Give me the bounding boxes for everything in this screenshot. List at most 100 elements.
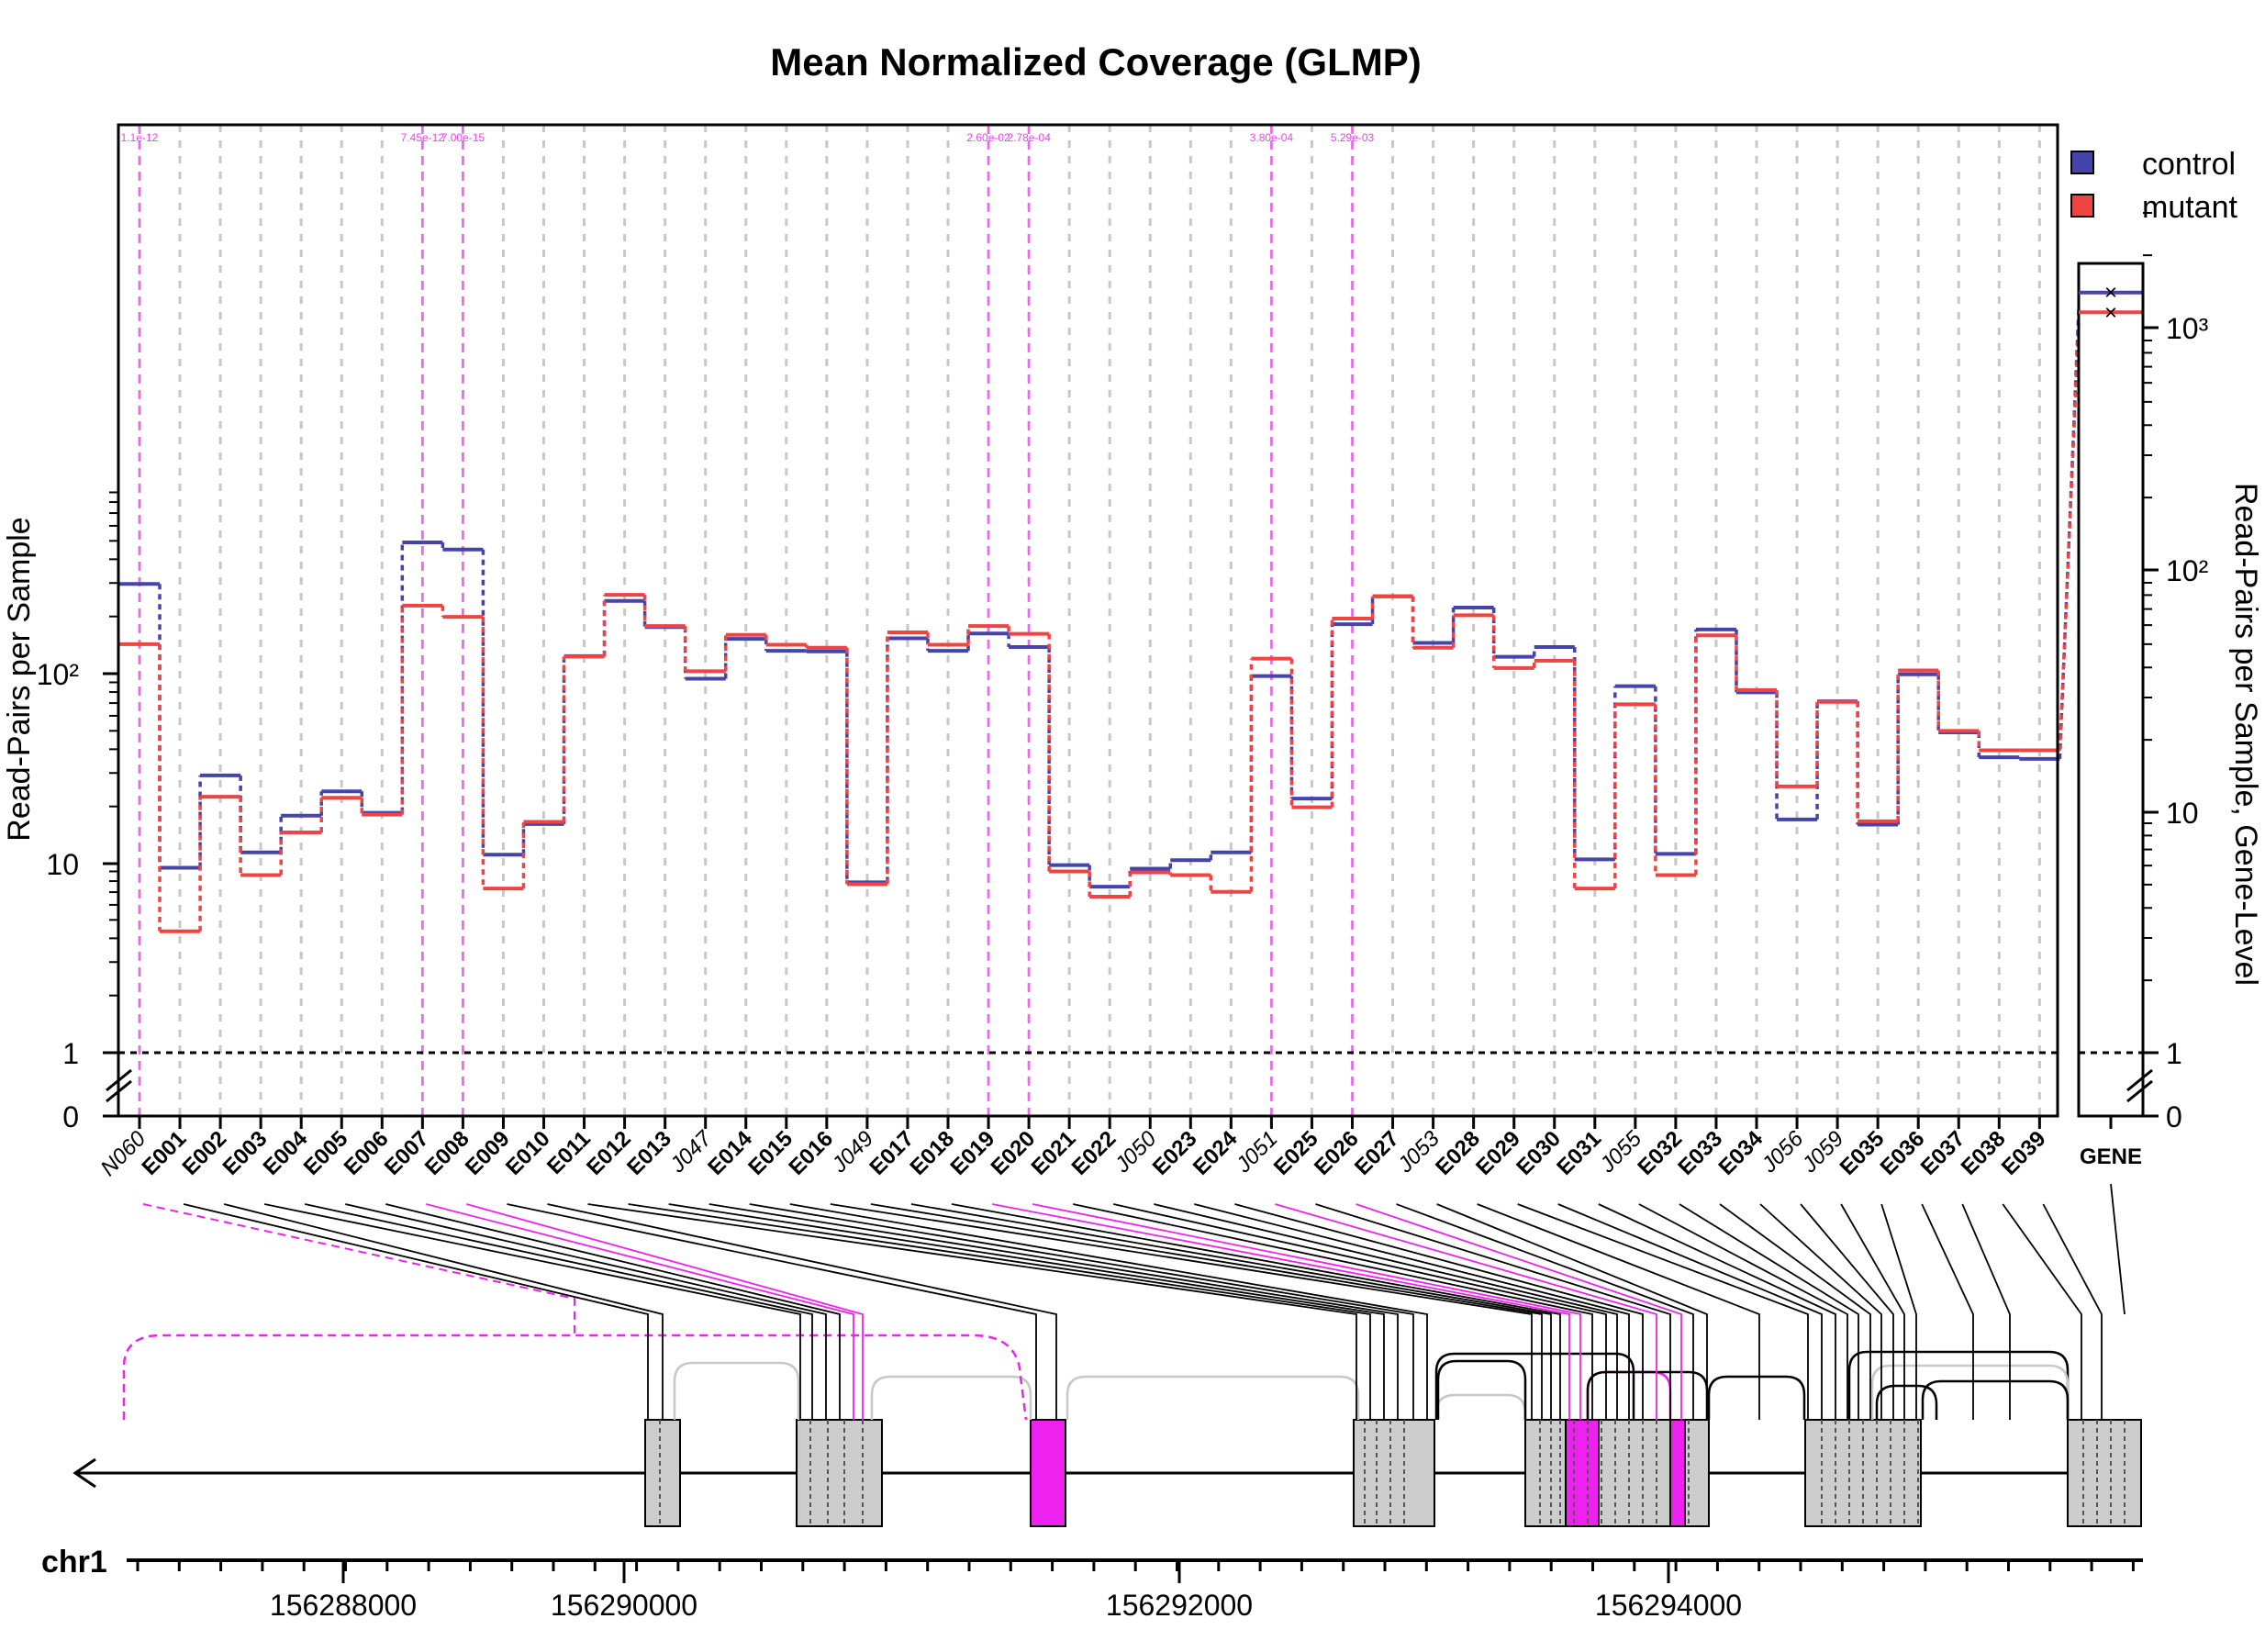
feature-label-e023: E023 (1148, 1126, 1202, 1180)
feature-label-e025: E025 (1269, 1126, 1323, 1180)
feature-label-j053: J053 (1392, 1126, 1445, 1178)
exon-block (1353, 1419, 1435, 1527)
significant-exon-block (1565, 1419, 1600, 1527)
feature-connector (587, 1203, 1357, 1420)
feature-connector (668, 1203, 1385, 1420)
gene-panel-frame (2077, 262, 2145, 1118)
gene-level-marker: × (2104, 281, 2117, 306)
feature-label-e028: E028 (1431, 1126, 1485, 1180)
right-tick-label: 10 (2166, 797, 2199, 830)
feature-connector (466, 1203, 864, 1420)
feature-label-e027: E027 (1350, 1126, 1404, 1180)
feature-label-e010: E010 (501, 1126, 555, 1180)
feature-connector (951, 1203, 1561, 1420)
feature-label-e018: E018 (906, 1126, 960, 1180)
feature-connector (1679, 1203, 1859, 1420)
feature-connector (507, 1203, 1037, 1420)
right-tick-label: 1 (2166, 1037, 2182, 1070)
junction-arc (1847, 1350, 2070, 1420)
y-axis-title-right: Read-Pairs per Sample, Gene-Level (2228, 483, 2263, 986)
junction-arc (1921, 1379, 2070, 1420)
feature-label-e037: E037 (1916, 1126, 1970, 1180)
feature-label-e017: E017 (865, 1126, 919, 1180)
feature-label-e019: E019 (946, 1126, 1000, 1180)
feature-connector (1436, 1203, 1708, 1420)
feature-label-e013: E013 (622, 1126, 676, 1180)
feature-label-j051: J051 (1231, 1126, 1283, 1178)
feature-connector (1880, 1203, 1917, 1420)
junction-arc (1434, 1352, 1635, 1420)
feature-connector (1921, 1203, 1974, 1420)
feature-connector (345, 1203, 827, 1420)
feature-connector (1598, 1203, 1836, 1420)
junction-arc (1707, 1375, 1806, 1420)
feature-connector (1113, 1203, 1607, 1420)
exon-block (644, 1419, 681, 1527)
right-tick-label: 10² (2166, 554, 2209, 587)
y-tick-label: 10 (46, 848, 79, 881)
feature-connector (1194, 1203, 1630, 1420)
feature-label-e034: E034 (1714, 1126, 1768, 1180)
significant-exon-block (1030, 1419, 1066, 1527)
legend-label-control: control (2142, 147, 2236, 182)
feature-connector (749, 1203, 1414, 1420)
feature-label-e033: E033 (1673, 1126, 1727, 1180)
feature-connector (1356, 1203, 1682, 1420)
p-value-label: 1.1e-12 (121, 131, 159, 144)
feature-label-e003: E003 (218, 1126, 273, 1180)
feature-connector (1072, 1203, 1593, 1420)
gene-level-panel: GENE ×× 0 1 10 10² 10³ (2077, 211, 2209, 1169)
p-value-label: 7.00e-15 (441, 131, 485, 144)
significance-markers: 1.1e-12 7.45e-127.00e-15 2.60e-022.78e-04 3… (121, 125, 1375, 1116)
feature-connector (547, 1203, 1057, 1420)
feature-connector (1719, 1203, 1871, 1420)
legend-swatch-control (2070, 151, 2094, 174)
feature-connector (1275, 1203, 1657, 1420)
feature-label-e006: E006 (340, 1126, 394, 1180)
feature-connector (142, 1203, 575, 1335)
junction-arc (1870, 1364, 2070, 1420)
feature-connector (1396, 1203, 1694, 1420)
gene-level-marker: × (2104, 300, 2117, 325)
feature-connector (1638, 1203, 1848, 1420)
junction-arc (1434, 1393, 1527, 1420)
feature-label-j050: J050 (1110, 1126, 1162, 1178)
feature-label-e039: E039 (1997, 1126, 2051, 1180)
feature-connector (1800, 1203, 1894, 1420)
junction-arc (1066, 1375, 1360, 1420)
p-value-label: 2.60e-02 (966, 131, 1010, 144)
feature-label-e007: E007 (380, 1126, 434, 1180)
feature-label-e011: E011 (542, 1126, 596, 1179)
y-tick-label: 0 (62, 1100, 79, 1133)
feature-label-e035: E035 (1835, 1126, 1890, 1180)
series-mutant (118, 323, 2081, 933)
gene-label: GENE (2080, 1144, 2142, 1169)
feature-label-e032: E032 (1633, 1126, 1687, 1180)
feature-label-j049: J049 (827, 1126, 879, 1178)
p-value-label: 5.29e-03 (1331, 131, 1375, 144)
chart-title: Mean Normalized Coverage (GLMP) (770, 40, 1421, 84)
feature-connector (305, 1203, 813, 1420)
legend-swatch-mutant (2070, 194, 2094, 218)
exon-block (2067, 1419, 2142, 1527)
right-tick-label: 10³ (2166, 312, 2209, 345)
feature-label-e005: E005 (299, 1126, 353, 1180)
feature-label-e008: E008 (420, 1126, 474, 1180)
exon-block (796, 1419, 883, 1527)
feature-label-e029: E029 (1471, 1126, 1525, 1180)
feature-connector (1032, 1203, 1581, 1420)
axis-break (106, 1079, 132, 1103)
feature-label-e030: E030 (1512, 1126, 1566, 1180)
gene-connector (2110, 1183, 2126, 1315)
feature-label-j056: J056 (1757, 1126, 1809, 1178)
feature-connector (183, 1203, 649, 1420)
feature-label-e015: E015 (743, 1126, 798, 1180)
feature-label-e002: E002 (178, 1126, 232, 1180)
feature-connector (789, 1203, 1428, 1420)
feature-connector (263, 1203, 801, 1420)
axis-break (2126, 1079, 2153, 1103)
axis-break (2126, 1068, 2153, 1092)
feature-label-e022: E022 (1067, 1126, 1121, 1180)
gene-structure-panel: 156288000 156290000 156292000 156294000 (73, 1183, 2143, 1622)
